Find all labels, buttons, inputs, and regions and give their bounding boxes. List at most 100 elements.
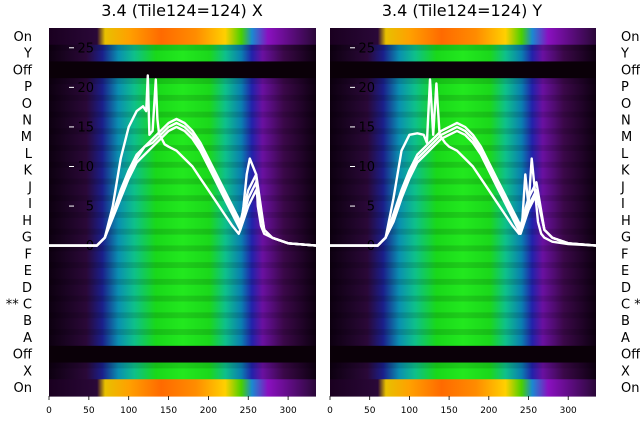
heatmap-row: [330, 295, 596, 313]
heatmap-row: [330, 312, 596, 330]
heatmap-row: [330, 128, 596, 146]
heatmap-row-band: [330, 295, 596, 302]
heatmap-row-band: [330, 78, 596, 85]
row-label: On: [14, 30, 32, 45]
heatmap-row: [330, 278, 596, 297]
heatmap-row-band: [330, 111, 596, 118]
heatmap-row-band: [330, 44, 596, 51]
heatmap-row: [330, 44, 596, 63]
heatmap-row: [49, 78, 316, 96]
heatmap-row-band: [49, 262, 316, 269]
heatmap-row-band: [49, 212, 316, 218]
row-label: O: [621, 97, 631, 112]
heatmap-row: [49, 312, 316, 330]
row-label: J: [27, 180, 32, 195]
row-label: G: [621, 231, 631, 246]
heatmap-row-band: [49, 178, 316, 185]
y-tick-label: 10: [358, 160, 375, 175]
row-label: K: [621, 164, 630, 179]
row-label: H: [22, 214, 32, 229]
row-label: I: [28, 197, 32, 212]
row-label: H: [621, 214, 631, 229]
heatmap-row: [49, 262, 316, 280]
heatmap-row: [49, 295, 316, 313]
row-label: N: [22, 114, 32, 129]
row-label: Off: [621, 63, 640, 78]
heatmap-row-band: [49, 329, 316, 335]
row-label: Off: [13, 63, 33, 78]
heatmap-row: [49, 379, 316, 397]
x-tick-label: 200: [200, 406, 217, 416]
y-tick-label: 5: [367, 200, 375, 215]
row-label: E: [621, 264, 629, 279]
heatmap-row-band: [330, 362, 596, 369]
heatmap-row-band: [49, 245, 316, 252]
heatmap-row: [330, 329, 596, 347]
y-tick-label: 20: [77, 81, 94, 96]
row-label: X: [621, 364, 630, 379]
row-label: Off: [13, 348, 33, 363]
row-label: E: [24, 264, 32, 279]
heatmap-row-band: [330, 228, 596, 235]
row-label: J: [620, 180, 625, 195]
left-chart-title: 3.4 (Tile124=124) X: [101, 1, 263, 20]
heatmap-row: [330, 28, 596, 46]
profile-line: [49, 117, 317, 247]
row-label: D: [22, 281, 32, 296]
heatmap-row: [49, 245, 316, 263]
row-label: L: [621, 147, 629, 162]
row-label: M: [621, 130, 632, 145]
row-label: Y: [620, 47, 629, 62]
y-tick-label: 25: [358, 41, 375, 56]
heatmap-row: [330, 61, 596, 79]
row-label: D: [621, 281, 631, 296]
profile-line: [49, 125, 317, 247]
heatmap-row: [49, 362, 316, 380]
row-label: C **: [621, 298, 640, 313]
heatmap-row-band: [330, 278, 596, 285]
heatmap-row: [49, 28, 316, 46]
profile-line: [49, 74, 317, 247]
x-tick-label: 300: [280, 406, 297, 416]
row-label: Y: [23, 47, 32, 62]
heatmap-row-band: [330, 245, 596, 252]
row-label: On: [621, 30, 639, 45]
heatmap-row-band: [330, 128, 596, 135]
row-label: I: [621, 197, 625, 212]
y-tick-label: 25: [77, 41, 94, 56]
heatmap-row-band: [49, 312, 316, 319]
heatmap-row-band: [49, 128, 316, 135]
row-label: A: [23, 331, 32, 346]
heatmap-row-band: [330, 94, 596, 101]
heatmap-row: [49, 128, 316, 146]
x-tick-label: 150: [441, 406, 458, 416]
row-label: A: [621, 331, 630, 346]
heatmap-row-band: [330, 312, 596, 319]
profile-line: [330, 125, 597, 247]
heatmap-row-band: [49, 94, 316, 101]
row-label: O: [22, 97, 32, 112]
heatmap-row: [330, 262, 596, 280]
heatmap-row: [330, 245, 596, 263]
row-label: X: [23, 364, 32, 379]
x-tick-label: 200: [480, 406, 497, 416]
x-tick-label: 0: [327, 406, 333, 416]
heatmap-row-band: [49, 145, 316, 151]
profile-line: [330, 121, 597, 247]
row-label: L: [25, 147, 33, 162]
y-tick-label: 10: [77, 160, 94, 175]
row-label: P: [24, 80, 32, 95]
x-tick-label: 50: [364, 406, 376, 416]
heatmap-row: [49, 61, 316, 79]
heatmap-row-band: [49, 362, 316, 369]
x-tick-label: 250: [520, 406, 537, 416]
heatmap-row: [330, 362, 596, 380]
heatmap-row: [330, 345, 596, 364]
heatmap-row-band: [49, 278, 316, 285]
heatmap-row-band: [330, 178, 596, 185]
heatmap-row: [49, 44, 316, 63]
row-label: B: [621, 314, 630, 329]
